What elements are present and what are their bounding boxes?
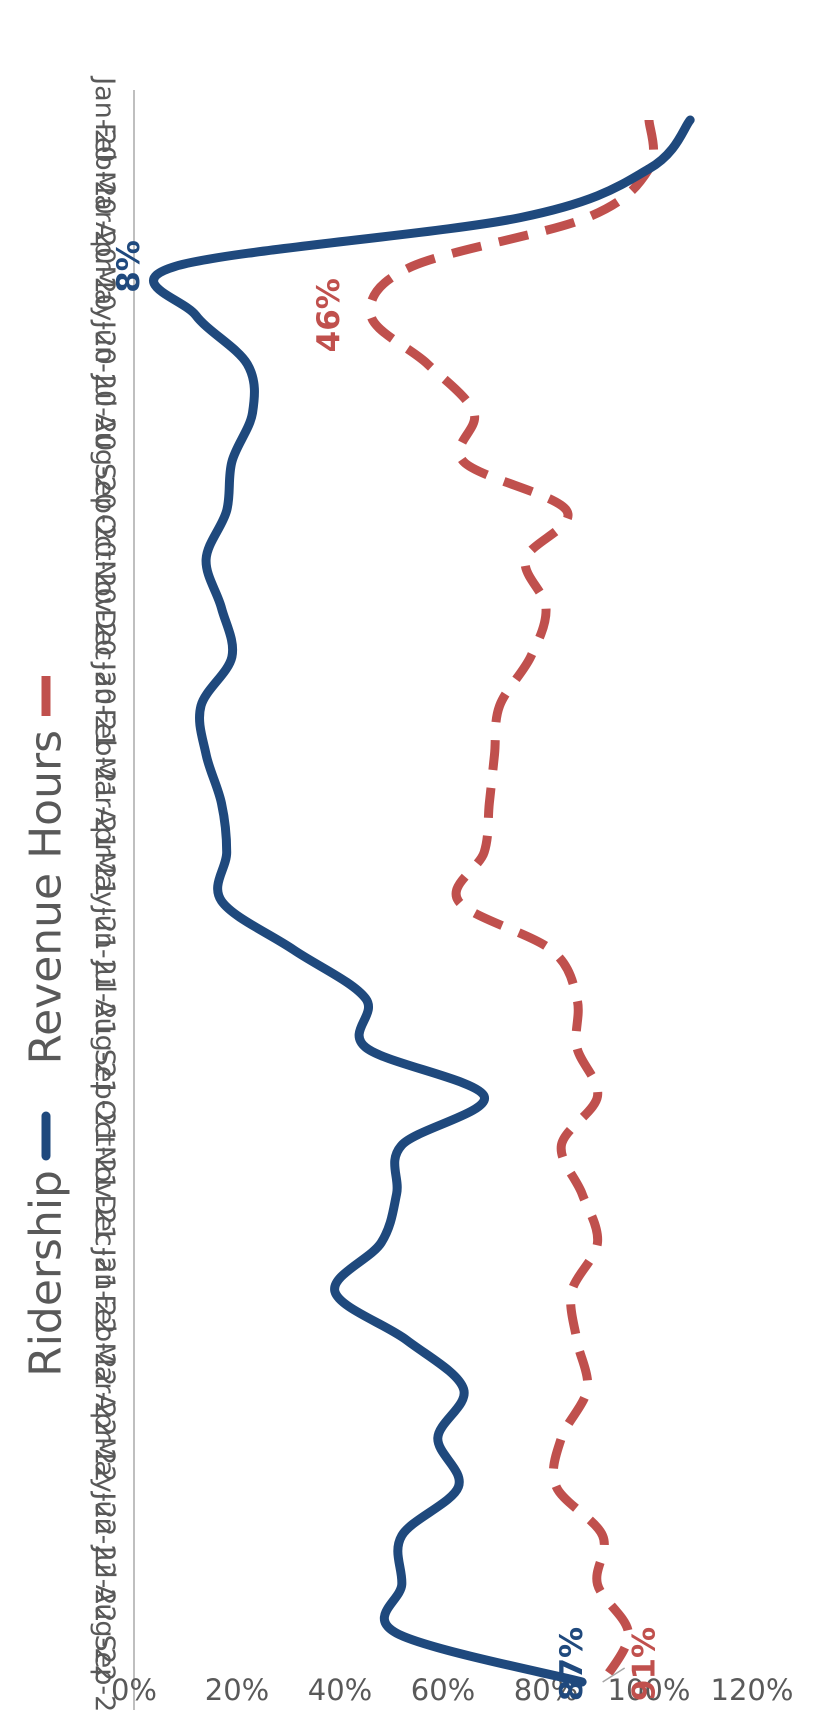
- category-tick-label: Sep-22: [89, 1635, 120, 1710]
- data-label: 46%: [311, 278, 347, 352]
- category-tick-label: Nov-21: [89, 1146, 120, 1242]
- category-tick-label: Apr-21: [89, 808, 120, 897]
- category-tick-label: Mar-21: [89, 757, 120, 850]
- category-tick-label: Jan-21: [89, 661, 120, 749]
- category-tick-label: Sep-21: [89, 1049, 120, 1144]
- category-tick-label: Jul-21: [89, 958, 120, 1037]
- category-tick-label: Apr-20: [89, 222, 120, 311]
- legend-label: Ridership: [21, 1170, 72, 1377]
- series-line-0: [365, 119, 659, 1685]
- category-tick-label: Aug-20: [89, 413, 120, 510]
- value-tick-label: 120%: [711, 1673, 794, 1707]
- category-tick-label: Jun-22: [89, 1490, 120, 1578]
- data-label-layer: 46% 91% 8% 87%: [111, 240, 662, 1701]
- leader-line: [602, 1667, 626, 1683]
- data-label: 8%: [111, 240, 147, 293]
- value-tick-label: 40%: [308, 1673, 372, 1707]
- category-tick-label: Aug-22: [89, 1585, 120, 1682]
- category-tick-label: Jan-20: [89, 75, 120, 163]
- category-tick-label: Jul-22: [89, 1544, 120, 1623]
- category-tick-label: Jul-20: [89, 373, 120, 452]
- category-tick-label: Feb-20: [89, 123, 120, 215]
- category-tick-label: May-22: [89, 1437, 120, 1536]
- value-tick-label: 20%: [205, 1673, 269, 1707]
- category-tick-label: Jun-20: [89, 319, 120, 407]
- category-tick-label: Aug-21: [89, 999, 120, 1096]
- category-tick-label: Jun-21: [89, 905, 120, 993]
- category-tick-label: Dec-21: [89, 1195, 120, 1291]
- value-tick-label: 60%: [411, 1673, 475, 1707]
- legend: Revenue Hours Ridership: [21, 676, 72, 1377]
- category-tick-label: Oct-20: [89, 514, 120, 605]
- category-tick-label: Mar-20: [89, 171, 120, 264]
- category-tick-label: Mar-22: [89, 1342, 120, 1435]
- category-tick-label: May-20: [89, 266, 120, 365]
- category-tick-label: Feb-21: [89, 709, 120, 801]
- data-label: 87%: [554, 1627, 590, 1701]
- category-tick-label: Feb-22: [89, 1294, 120, 1386]
- value-tick-label: 0%: [111, 1673, 157, 1707]
- series-line-1: [149, 115, 695, 1687]
- category-tick-label: Nov-20: [89, 560, 120, 656]
- series-layer: [149, 115, 695, 1687]
- category-tick-label: Sep-20: [89, 463, 120, 558]
- axis-layer: Jan-20Feb-20Mar-20Apr-20May-20Jun-20Jul-…: [89, 75, 793, 1710]
- category-tick-label: Apr-22: [89, 1393, 120, 1482]
- category-tick-label: Dec-20: [89, 609, 120, 705]
- category-tick-label: Oct-21: [89, 1100, 120, 1191]
- value-tick-label: 100%: [608, 1673, 691, 1707]
- legend-label: Revenue Hours: [21, 730, 72, 1065]
- data-label: 91%: [627, 1627, 663, 1701]
- category-tick-label: May-21: [89, 851, 120, 950]
- category-tick-label: Jan-22: [89, 1247, 120, 1335]
